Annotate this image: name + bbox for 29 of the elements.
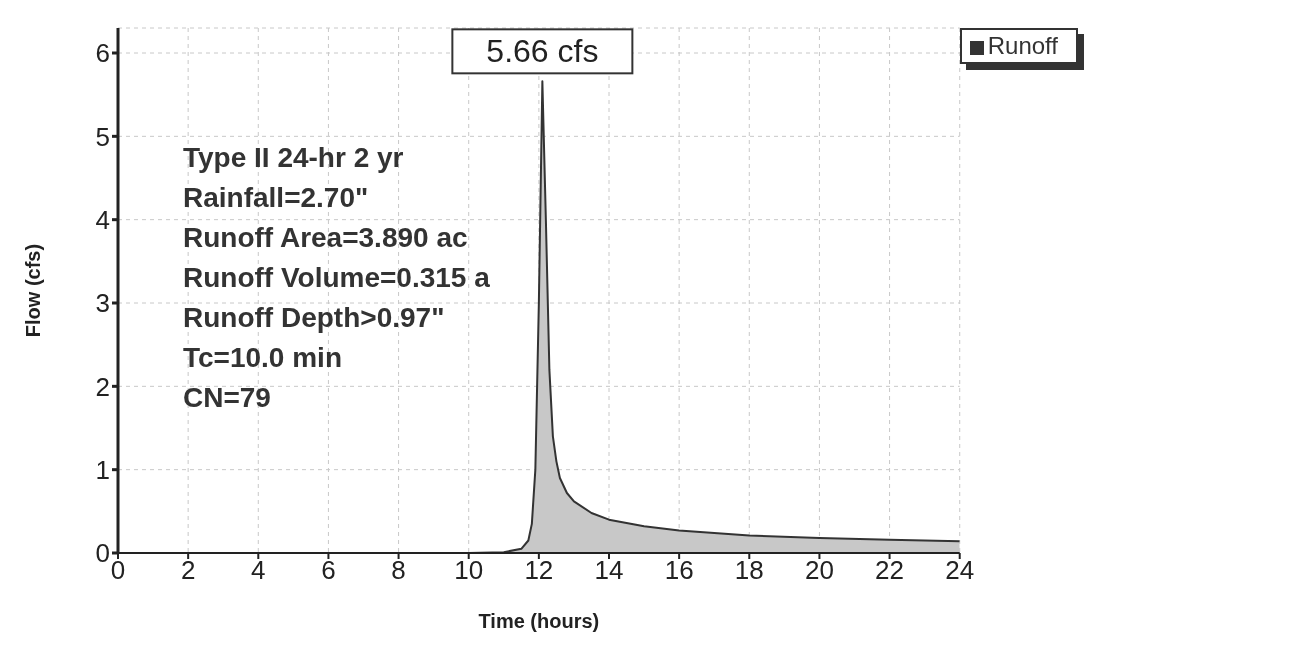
y-tick-label: 6 — [95, 38, 110, 69]
y-tick-label: 1 — [95, 454, 110, 485]
legend-label: Runoff — [987, 32, 1058, 59]
x-tick-label: 6 — [321, 555, 336, 586]
annotation: Tc=10.0 min — [183, 341, 343, 375]
annotation: 5.66 cfs — [486, 33, 599, 70]
x-tick-label: 18 — [734, 555, 764, 586]
x-tick-label: 16 — [664, 555, 694, 586]
y-tick-label: 2 — [95, 371, 110, 402]
annotation: Runoff Volume=0.315 a — [183, 261, 490, 295]
x-tick-label: 24 — [945, 555, 975, 586]
annotation: Type II 24-hr 2 yr — [183, 141, 405, 175]
annotation: CN=79 — [183, 381, 272, 415]
annotation: Rainfall=2.70" — [183, 181, 370, 215]
x-tick-label: 8 — [391, 555, 406, 586]
annotation: Runoff Depth>0.97" — [183, 301, 446, 335]
x-tick-label: 22 — [875, 555, 905, 586]
x-axis-title: Time (hours) — [478, 610, 600, 632]
x-tick-label: 2 — [180, 555, 196, 586]
x-tick-label: 10 — [454, 555, 484, 586]
y-tick-label: 3 — [95, 288, 110, 319]
y-tick-label: 4 — [95, 204, 110, 235]
y-axis-title: Flow (cfs) — [22, 243, 45, 338]
x-tick-label: 20 — [804, 555, 834, 586]
y-tick-label: 5 — [95, 121, 110, 152]
annotation: Runoff Area=3.890 ac — [183, 221, 469, 255]
x-tick-label: 14 — [594, 555, 624, 586]
x-tick-label: 12 — [524, 555, 554, 586]
x-tick-label: 4 — [251, 555, 266, 586]
